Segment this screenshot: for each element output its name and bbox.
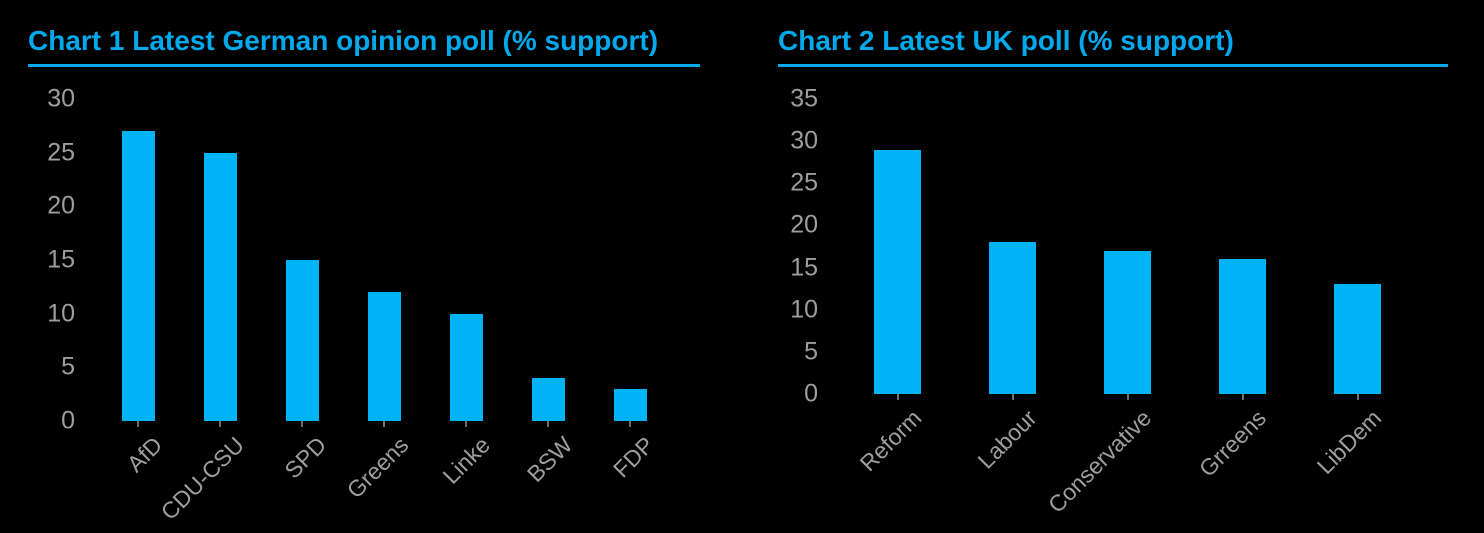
- bar-slot: LibDem: [1300, 99, 1415, 479]
- x-tick: [1356, 394, 1359, 400]
- bar-slot: Linke: [425, 99, 507, 489]
- title-underline: [778, 64, 1448, 67]
- bar: [1219, 259, 1266, 394]
- bars-area: AfD CDU-CSU SPD Greens Linke BSW FDP: [78, 99, 671, 525]
- x-tick: [1126, 394, 1129, 400]
- bar-slot: AfD: [97, 99, 179, 477]
- x-axis-label: Reform: [854, 404, 927, 477]
- x-tick: [465, 421, 467, 427]
- y-tick-label: 5: [804, 337, 818, 366]
- x-tick: [301, 421, 303, 427]
- x-axis-label: Linke: [437, 431, 495, 489]
- bar-slot: Grreens: [1185, 99, 1300, 482]
- x-axis-label: BSW: [521, 431, 577, 488]
- y-tick-label: 10: [790, 295, 818, 324]
- x-tick: [1011, 394, 1014, 400]
- x-tick: [547, 421, 549, 427]
- y-tick-label: 15: [790, 253, 818, 282]
- y-tick-label: 15: [47, 245, 75, 274]
- x-axis-label: FDP: [608, 431, 659, 483]
- y-tick-label: 10: [47, 299, 75, 328]
- bar-slot: SPD: [261, 99, 343, 483]
- x-axis-label: Labour: [972, 404, 1042, 474]
- bar-slot: BSW: [507, 99, 589, 487]
- x-tick: [383, 421, 385, 427]
- bar: [121, 131, 155, 421]
- y-tick-label: 35: [790, 84, 818, 113]
- bar: [1104, 250, 1151, 394]
- y-tick-label: 20: [790, 210, 818, 239]
- bar-slot: CDU-CSU: [156, 99, 261, 525]
- x-axis-label: AfD: [121, 431, 167, 478]
- x-tick: [1241, 394, 1244, 400]
- bar: [874, 149, 921, 394]
- y-axis: 35 30 25 20 15 10 5 0: [778, 86, 820, 406]
- plot-area: 30 25 20 15 10 5 0 AfD CDU-CSU SPD Greens Linke BSW…: [28, 86, 700, 525]
- bar-slot: FDP: [589, 99, 671, 482]
- y-tick-label: 0: [61, 406, 75, 435]
- plot-area: 35 30 25 20 15 10 5 0 Reform Labour Conservative G…: [778, 86, 1448, 518]
- german-poll-chart: Chart 1 Latest German opinion poll (% su…: [28, 25, 700, 525]
- bar-slot: Greens: [341, 99, 425, 503]
- x-axis-label: SPD: [279, 431, 331, 484]
- y-tick-label: 30: [790, 126, 818, 155]
- y-tick-label: 5: [61, 352, 75, 381]
- uk-poll-chart: Chart 2 Latest UK poll (% support) 35 30 2…: [778, 25, 1448, 518]
- chart-title: Chart 2 Latest UK poll (% support): [778, 25, 1234, 56]
- bars-area: Reform Labour Conservative Grreens LibDem: [820, 99, 1415, 518]
- y-tick-label: 30: [47, 84, 75, 113]
- x-tick: [137, 421, 139, 427]
- bar: [531, 378, 565, 421]
- x-axis-label: Conservative: [1043, 404, 1157, 518]
- y-tick-label: 25: [790, 168, 818, 197]
- bar: [989, 242, 1036, 394]
- x-axis-label: Greens: [341, 431, 413, 504]
- y-tick-label: 20: [47, 191, 75, 220]
- x-tick: [219, 421, 221, 427]
- bar: [285, 260, 319, 421]
- chart-title: Chart 1 Latest German opinion poll (% su…: [28, 25, 659, 56]
- bar: [367, 292, 401, 421]
- bar-slot: Reform: [840, 99, 955, 476]
- y-tick-label: 25: [47, 138, 75, 167]
- bar-slot: Labour: [955, 99, 1070, 474]
- bar: [449, 313, 483, 421]
- bar: [203, 152, 237, 421]
- y-tick-label: 0: [804, 379, 818, 408]
- x-tick: [896, 394, 899, 400]
- title-underline: [28, 64, 700, 67]
- bar: [613, 388, 647, 421]
- y-axis: 30 25 20 15 10 5 0: [28, 86, 78, 433]
- x-axis-label: LibDem: [1312, 404, 1387, 480]
- x-tick: [629, 421, 631, 427]
- bar: [1334, 284, 1381, 394]
- x-axis-label: CDU-CSU: [155, 431, 249, 525]
- x-axis-label: Grreens: [1194, 404, 1272, 482]
- bar-slot: Conservative: [1043, 99, 1185, 518]
